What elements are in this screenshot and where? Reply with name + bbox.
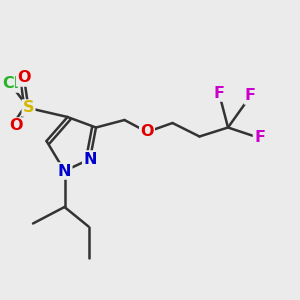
Text: S: S: [23, 100, 34, 116]
Text: F: F: [245, 88, 256, 104]
Text: O: O: [140, 124, 154, 140]
Text: O: O: [17, 70, 31, 86]
Text: N: N: [83, 152, 97, 166]
Text: O: O: [10, 118, 23, 134]
Text: Cl: Cl: [2, 76, 19, 92]
Text: F: F: [254, 130, 265, 146]
Text: F: F: [214, 85, 224, 100]
Text: N: N: [58, 164, 71, 178]
